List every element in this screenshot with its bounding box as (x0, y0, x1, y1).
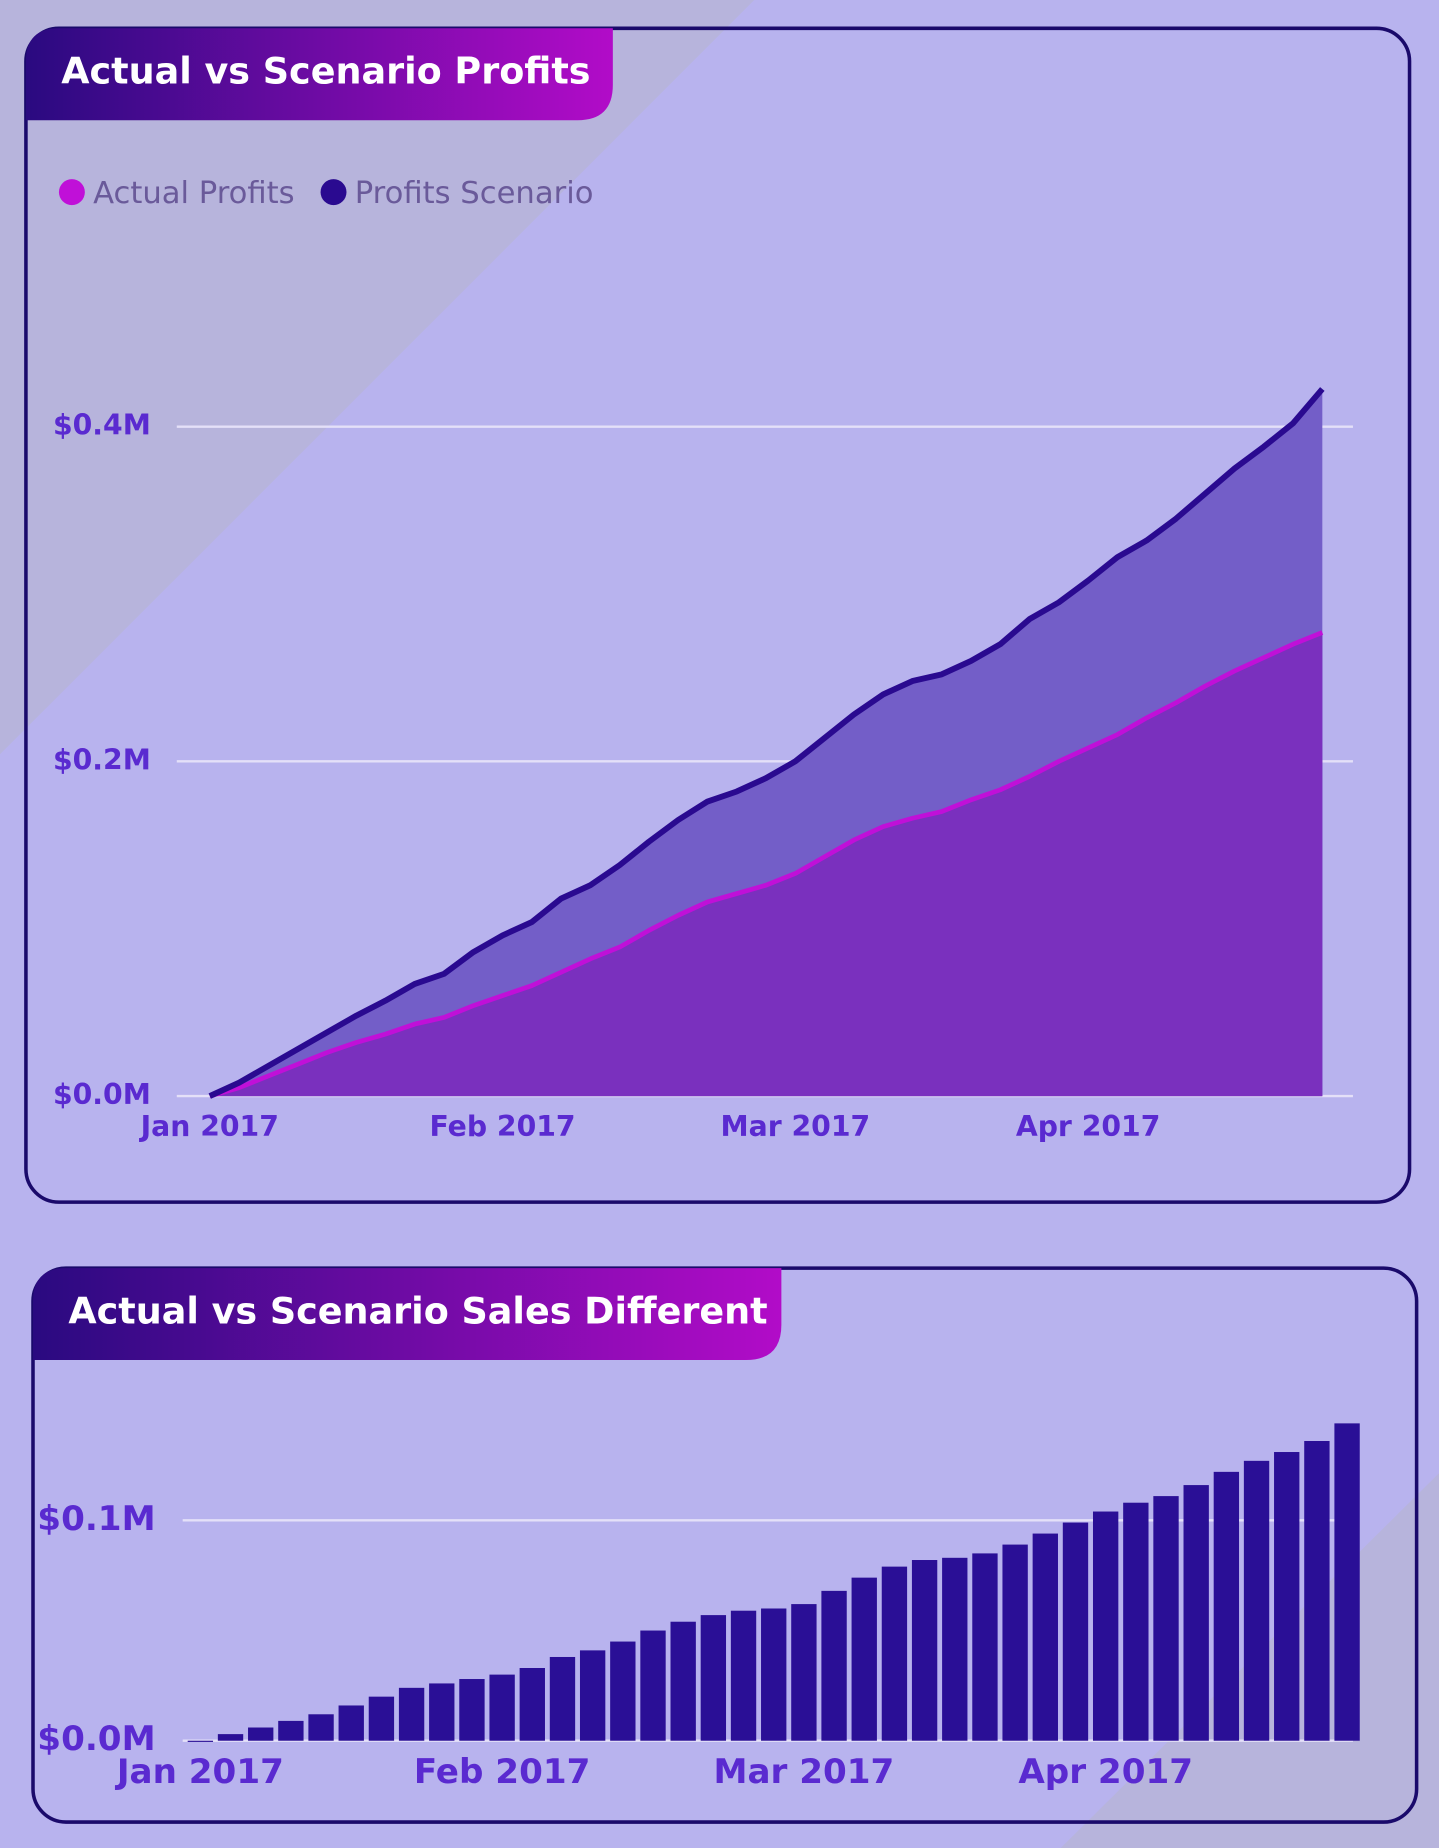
bar (1213, 1471, 1240, 1741)
legend-label: Actual Profits (93, 176, 295, 211)
bar (1274, 1452, 1300, 1741)
bar (278, 1720, 304, 1741)
bar (670, 1621, 696, 1741)
bar (338, 1705, 364, 1741)
bar (398, 1687, 425, 1741)
bar (217, 1734, 244, 1741)
y-tick-label: $0.0M (53, 1078, 151, 1111)
x-tick-label: Apr 2017 (1018, 1752, 1193, 1792)
bar (730, 1610, 757, 1741)
line (209, 630, 1324, 1099)
bar (1334, 1423, 1360, 1741)
bar (1002, 1544, 1028, 1741)
bar (761, 1608, 787, 1741)
x-tick-label: Mar 2017 (713, 1752, 894, 1792)
x-tick-label: Feb 2017 (414, 1752, 591, 1792)
title-tab (25, 28, 613, 121)
bar (489, 1674, 515, 1741)
bar (700, 1615, 727, 1741)
area (209, 632, 1323, 1097)
bar (1123, 1502, 1149, 1741)
bar (942, 1557, 968, 1741)
bar (368, 1696, 395, 1741)
y-tick-label: $0.0M (37, 1719, 155, 1759)
x-tick-label: Mar 2017 (721, 1110, 871, 1143)
bg-band (0, 0, 755, 755)
chart-title: Actual vs Scenario Sales Different (68, 1289, 767, 1332)
x-tick-label: Feb 2017 (430, 1110, 576, 1143)
x-tick-label: Apr 2017 (1016, 1110, 1161, 1143)
legend-label: Profits Scenario (355, 176, 594, 211)
title-tab (32, 1268, 782, 1361)
sales-chart: $0.0M $0.1M Jan 2017 Feb 2017 Mar 2017 Apr 20… (37, 1423, 1360, 1792)
bar (549, 1656, 576, 1741)
bar (1243, 1460, 1270, 1741)
bar (1062, 1522, 1089, 1741)
legend-marker (320, 179, 347, 206)
bar (1032, 1533, 1058, 1741)
bar (579, 1650, 606, 1741)
bar (308, 1714, 334, 1741)
bar (972, 1553, 998, 1741)
bar (851, 1577, 877, 1741)
y-tick-label: $0.4M (53, 409, 151, 442)
legend-marker (58, 179, 85, 206)
x-tick-label: Jan 2017 (115, 1752, 284, 1792)
profit-chart: $0.0M $0.2M $0.4M Actual Profits Profits Sce… (53, 176, 1353, 1143)
bar (429, 1683, 455, 1741)
bar (610, 1641, 636, 1741)
bar (248, 1727, 274, 1741)
bar (911, 1560, 938, 1741)
bar (459, 1679, 485, 1741)
x-tick-label: Jan 2017 (139, 1110, 279, 1143)
y-tick-label: $0.1M (37, 1499, 155, 1539)
line (208, 387, 1325, 1099)
bar (1092, 1511, 1119, 1741)
y-tick-label: $0.2M (53, 743, 151, 776)
bar (519, 1668, 545, 1741)
bar (1304, 1441, 1330, 1741)
panel (24, 26, 1412, 1204)
bar (881, 1566, 908, 1741)
bar (1153, 1496, 1179, 1741)
bar (1183, 1485, 1209, 1741)
bar (187, 1740, 214, 1742)
chart-title: Actual vs Scenario Profits (61, 50, 590, 93)
bar (791, 1604, 817, 1741)
bar (821, 1590, 847, 1741)
bar (640, 1630, 666, 1741)
